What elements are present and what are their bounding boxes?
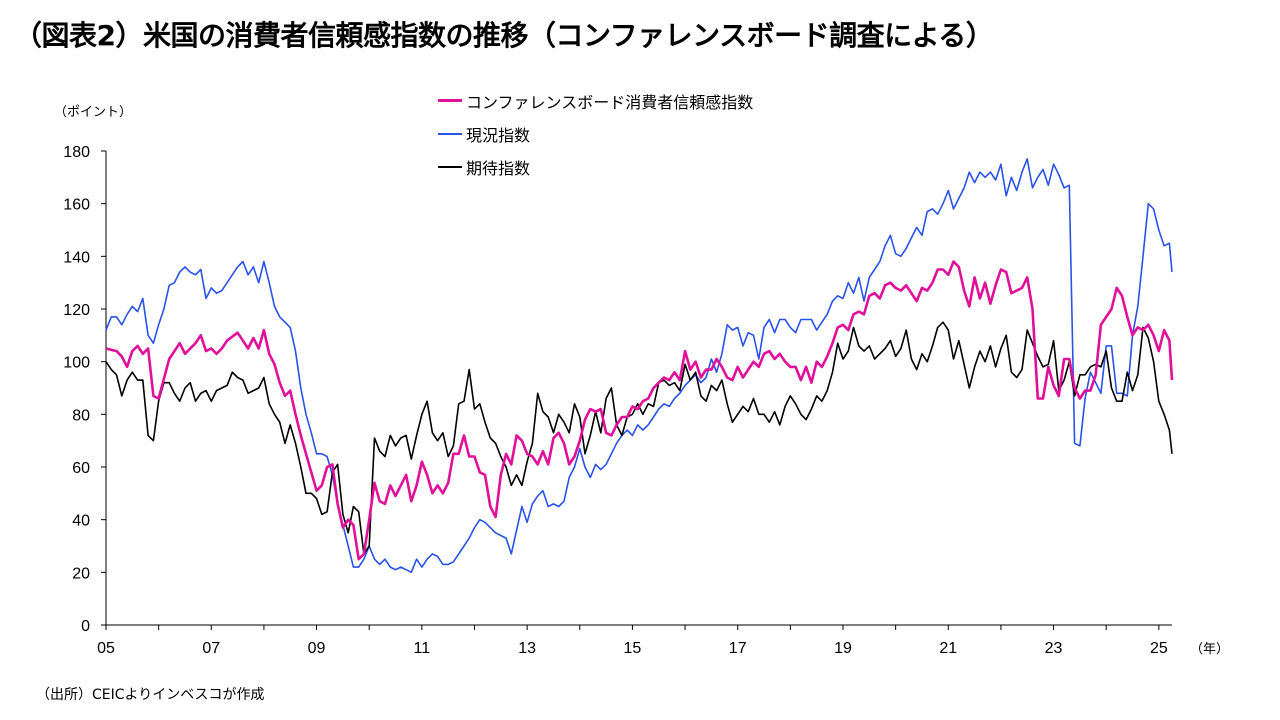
x-tick-label: 07 [202,640,220,657]
legend-swatch-overall [438,99,462,102]
x-tick-label: 23 [1045,640,1063,657]
x-tick-label: 13 [518,640,536,657]
x-tick-label: 17 [729,640,747,657]
x-tick-label: 15 [624,640,642,657]
y-tick-label: 100 [63,355,90,372]
x-tick-label: 11 [414,640,431,657]
y-axis-unit-label: （ポイント） [54,105,133,120]
y-tick-label: 160 [63,197,90,214]
legend-item-overall: コンファレンスボード消費者信頼感指数 [438,84,753,117]
x-tick-label: 19 [834,640,852,657]
y-tick-label: 80 [72,407,90,424]
legend-swatch-expectations [438,165,462,168]
y-tick-label: 180 [63,144,90,161]
chart-legend: コンファレンスボード消費者信頼感指数 現況指数 期待指数 [438,84,753,183]
series-line-0 [105,260,1174,561]
x-tick-label: 09 [308,640,326,657]
legend-item-present: 現況指数 [438,117,753,150]
chart-axes: 0 20 40 60 80 100 120 140 160 180 05 07 09 11 13 15 17 19… [63,144,1172,657]
x-axis-unit-label: （年） [1190,642,1230,657]
y-tick-label: 0 [81,618,90,635]
legend-label-expectations: 期待指数 [466,158,531,178]
y-tick-label: 140 [63,249,90,266]
y-tick-label: 20 [72,565,90,582]
legend-label-overall: コンファレンスボード消費者信頼感指数 [466,92,754,112]
series-line-2 [105,321,1173,555]
legend-swatch-present [438,132,462,135]
x-tick-label: 25 [1150,640,1168,657]
y-tick-label: 40 [72,513,90,530]
series-line-1 [105,158,1173,574]
x-tick-label: 05 [97,640,115,657]
chart-title: （図表2）米国の消費者信頼感指数の推移（コンファレンスボード調査による） [14,19,994,52]
y-tick-label: 120 [63,302,90,319]
x-tick-label: 21 [939,640,957,657]
legend-label-present: 現況指数 [466,125,531,145]
legend-item-expectations: 期待指数 [438,150,753,183]
y-tick-label: 60 [72,460,90,477]
source-note: （出所）CEICよりインベスコが作成 [36,687,265,703]
chart-series [105,158,1174,574]
